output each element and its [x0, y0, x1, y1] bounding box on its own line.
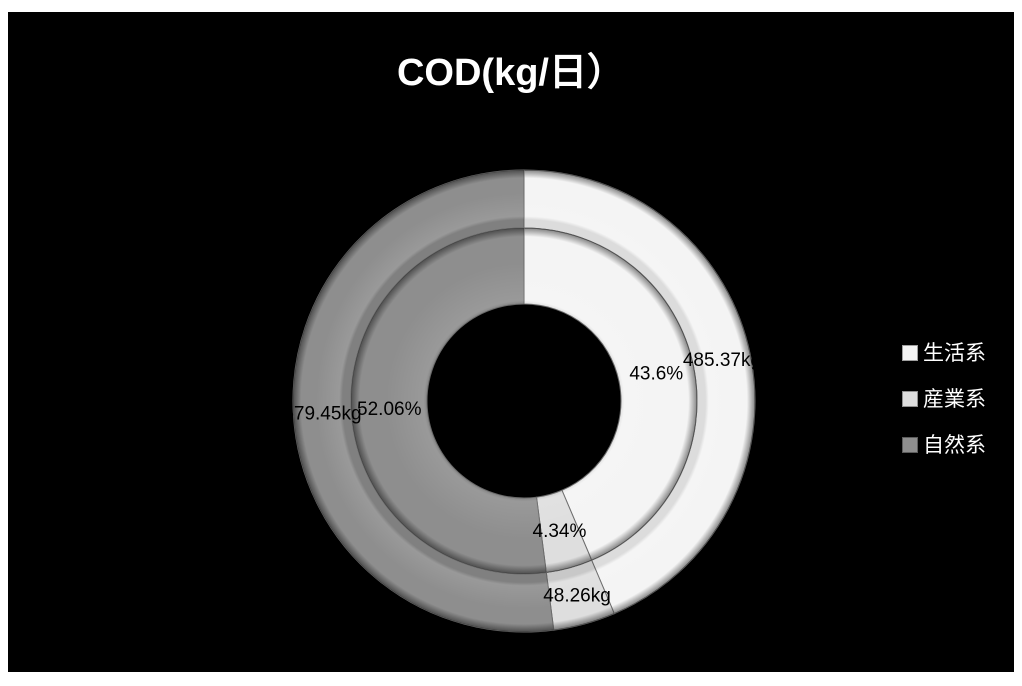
outer-label-sangyo: 48.26kg	[543, 585, 611, 606]
doughnut-hole	[428, 305, 620, 497]
chart-area: COD(kg/日） 485.37kg 48.2	[8, 12, 1014, 672]
legend-item-shizen: 自然系	[902, 422, 1012, 468]
chart-title: COD(kg/日）	[396, 52, 625, 94]
inner-slice-sangyo-bevel	[536, 490, 592, 573]
inner-slice-seikatsu-bevel	[524, 228, 697, 561]
doughnut-chart: 485.37kg 48.26kg 579.45kg 43.6% 4.34% 52.06%	[283, 169, 761, 633]
legend-label: 自然系	[923, 433, 986, 457]
legend-swatch-icon	[902, 391, 918, 407]
outer-slice-shizen-bevel	[293, 170, 554, 632]
legend-swatch-icon	[902, 437, 918, 453]
legend: 生活系 産業系 自然系	[902, 330, 1012, 468]
legend-item-sangyo: 産業系	[902, 376, 1012, 422]
outer-slice-sangyo-bevel	[546, 560, 615, 631]
outer-slice-seikatsu-bevel	[524, 170, 755, 614]
legend-label: 生活系	[923, 341, 986, 365]
legend-label: 産業系	[923, 387, 986, 411]
inner-label-sangyo: 4.34%	[533, 521, 587, 542]
inner-label-seikatsu: 43.6%	[629, 364, 683, 385]
inner-slice-shizen-bevel	[350, 228, 547, 575]
inner-ring	[350, 227, 698, 575]
outer-label-shizen: 579.45kg	[283, 404, 361, 425]
legend-swatch-icon	[902, 345, 918, 361]
data-labels: 485.37kg 48.26kg 579.45kg 43.6% 4.34% 52.06%	[283, 350, 761, 606]
inner-label-shizen: 52.06%	[357, 399, 422, 420]
legend-item-seikatsu: 生活系	[902, 330, 1012, 376]
outer-label-seikatsu: 485.37kg	[683, 350, 761, 371]
